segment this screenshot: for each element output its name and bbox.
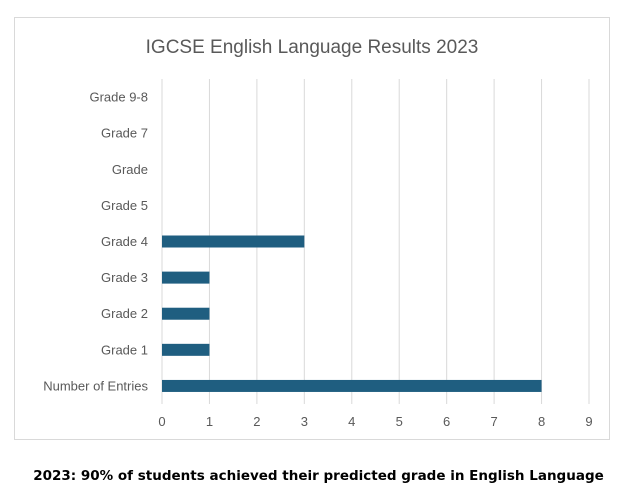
x-tick-label: 9 (585, 414, 592, 429)
x-tick-label: 1 (206, 414, 213, 429)
chart-title: IGCSE English Language Results 2023 (146, 37, 479, 58)
x-tick-label: 7 (490, 414, 497, 429)
category-label: Number of Entries (43, 378, 148, 393)
chart-caption: 2023: 90% of students achieved their pre… (33, 468, 604, 484)
x-tick-label: 4 (348, 414, 355, 429)
category-label: Grade 1 (101, 342, 148, 357)
bar (162, 307, 210, 320)
category-label: Grade (112, 162, 148, 177)
category-label: Grade 9-8 (89, 90, 148, 105)
x-tick-label: 0 (158, 414, 165, 429)
x-tick-labels: 0 1 2 3 4 5 6 7 8 9 (158, 414, 592, 429)
category-label: Grade 4 (101, 234, 148, 249)
x-tick-label: 6 (443, 414, 450, 429)
bar (162, 271, 210, 284)
x-tick-label: 3 (301, 414, 308, 429)
bar (162, 343, 210, 356)
x-tick-label: 2 (253, 414, 260, 429)
chart-frame (14, 17, 610, 440)
x-tick-label: 5 (396, 414, 403, 429)
category-label: Grade 3 (101, 270, 148, 285)
bar (162, 235, 305, 248)
bars (162, 235, 542, 392)
category-label: Grade 2 (101, 306, 148, 321)
category-labels: Number of Entries Grade 1 Grade 2 Grade 3 Gr… (43, 90, 148, 394)
category-label: Grade 5 (101, 198, 148, 213)
bar (162, 379, 542, 392)
category-label: Grade 7 (101, 126, 148, 141)
x-tick-label: 8 (538, 414, 545, 429)
